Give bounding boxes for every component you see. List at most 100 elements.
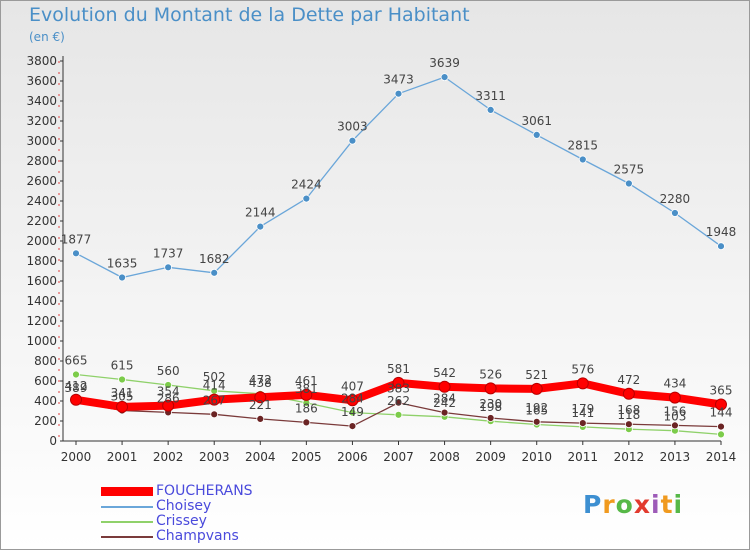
y-tick-label: 1000 bbox=[26, 334, 57, 348]
data-label-champvans: 305 bbox=[111, 390, 134, 404]
data-point-choisey bbox=[717, 242, 725, 251]
data-label-choisey: 2144 bbox=[245, 206, 276, 220]
legend-label-champvans: Champvans bbox=[156, 528, 239, 544]
data-label-champvans: 192 bbox=[525, 401, 548, 415]
y-tick-label: 400 bbox=[34, 394, 57, 408]
legend-swatch-crissey bbox=[101, 521, 153, 523]
data-label-choisey: 1737 bbox=[153, 246, 184, 260]
x-tick-label: 2006 bbox=[337, 450, 368, 464]
data-label-foucherans: 526 bbox=[479, 367, 502, 381]
data-point-foucherans bbox=[346, 394, 359, 407]
x-tick-label: 2000 bbox=[61, 450, 92, 464]
data-point-champvans bbox=[486, 414, 495, 422]
data-label-choisey: 1682 bbox=[199, 252, 230, 266]
data-label-choisey: 3061 bbox=[521, 114, 552, 128]
data-point-foucherans bbox=[668, 391, 681, 404]
data-label-foucherans: 434 bbox=[663, 377, 686, 391]
data-point-choisey bbox=[302, 194, 311, 203]
data-point-foucherans bbox=[530, 382, 543, 395]
data-point-crissey bbox=[164, 381, 173, 389]
x-tick-label: 2008 bbox=[429, 450, 460, 464]
x-tick-label: 2014 bbox=[706, 450, 737, 464]
data-label-foucherans: 365 bbox=[710, 384, 733, 398]
data-point-foucherans bbox=[392, 376, 405, 389]
data-label-foucherans: 407 bbox=[341, 379, 364, 393]
data-label-crissey: 118 bbox=[617, 408, 640, 422]
data-label-crissey: 381 bbox=[295, 382, 318, 396]
data-label-foucherans: 414 bbox=[203, 379, 226, 393]
y-tick-label: 3600 bbox=[26, 74, 57, 88]
x-tick-label: 2009 bbox=[475, 450, 506, 464]
y-tick-label: 3000 bbox=[26, 134, 57, 148]
data-point-crissey bbox=[118, 375, 126, 384]
x-tick-label: 2013 bbox=[660, 450, 691, 464]
data-label-champvans: 389 bbox=[65, 381, 88, 395]
legend-swatch-choisey bbox=[101, 506, 153, 508]
x-tick-label: 2004 bbox=[245, 450, 276, 464]
data-point-champvans bbox=[717, 422, 725, 431]
x-tick-label: 2007 bbox=[383, 450, 414, 464]
data-label-foucherans: 412 bbox=[65, 379, 88, 393]
data-label-crissey: 262 bbox=[387, 394, 410, 408]
data-point-foucherans bbox=[70, 393, 82, 406]
data-point-choisey bbox=[578, 155, 587, 164]
data-label-choisey: 2280 bbox=[660, 192, 691, 206]
data-label-champvans: 149 bbox=[341, 405, 364, 419]
data-label-crissey: 502 bbox=[203, 370, 226, 384]
data-point-foucherans bbox=[254, 391, 267, 404]
y-tick-label: 0 bbox=[49, 434, 57, 448]
y-tick-label: 2200 bbox=[26, 214, 57, 228]
y-tick-label: 200 bbox=[34, 414, 57, 428]
data-point-champvans bbox=[532, 417, 541, 426]
data-point-choisey bbox=[210, 268, 219, 277]
data-label-champvans: 267 bbox=[203, 393, 226, 407]
x-tick-label: 2001 bbox=[107, 450, 138, 464]
data-point-choisey bbox=[72, 249, 80, 258]
legend-label-foucherans: FOUCHERANS bbox=[156, 483, 253, 499]
data-point-choisey bbox=[256, 222, 265, 231]
data-label-choisey: 1948 bbox=[706, 225, 737, 239]
data-point-crissey bbox=[72, 370, 80, 379]
data-label-champvans: 156 bbox=[663, 404, 686, 418]
data-label-crissey: 198 bbox=[479, 400, 502, 414]
data-label-crissey: 141 bbox=[571, 406, 594, 420]
data-label-champvans: 144 bbox=[710, 406, 733, 420]
y-tick-label: 1600 bbox=[26, 274, 57, 288]
data-label-champvans: 286 bbox=[157, 391, 180, 405]
data-label-choisey: 3311 bbox=[475, 89, 506, 103]
data-point-champvans bbox=[394, 398, 403, 407]
y-tick-label: 2800 bbox=[26, 154, 57, 168]
data-point-champvans bbox=[578, 419, 587, 428]
data-point-crissey bbox=[348, 408, 357, 417]
data-label-choisey: 1877 bbox=[61, 232, 92, 246]
proxiti-logo: Proxiti bbox=[583, 490, 684, 519]
x-tick-label: 2005 bbox=[291, 450, 322, 464]
data-label-choisey: 3473 bbox=[383, 73, 414, 87]
data-point-champvans bbox=[440, 408, 449, 417]
data-point-champvans bbox=[302, 418, 311, 427]
data-label-champvans: 168 bbox=[617, 403, 640, 417]
chart-title: Evolution du Montant de la Dette par Hab… bbox=[29, 4, 470, 26]
y-tick-label: 1800 bbox=[26, 254, 57, 268]
data-point-choisey bbox=[486, 106, 495, 114]
data-label-choisey: 2815 bbox=[568, 139, 599, 153]
data-label-champvans: 383 bbox=[387, 382, 410, 396]
data-label-champvans: 284 bbox=[433, 392, 456, 406]
data-point-champvans bbox=[256, 414, 265, 423]
y-tick-label: 600 bbox=[34, 374, 57, 388]
data-point-foucherans bbox=[576, 377, 589, 390]
data-point-choisey bbox=[624, 179, 633, 188]
data-point-crissey bbox=[394, 410, 403, 419]
legend-label-choisey: Choisey bbox=[156, 498, 212, 514]
data-point-foucherans bbox=[438, 380, 451, 393]
data-label-champvans: 230 bbox=[479, 397, 502, 411]
x-tick-label: 2011 bbox=[568, 450, 599, 464]
data-label-foucherans: 542 bbox=[433, 366, 456, 380]
y-tick-label: 3800 bbox=[26, 54, 57, 68]
data-point-choisey bbox=[348, 136, 357, 145]
data-label-foucherans: 521 bbox=[525, 368, 548, 382]
y-tick-label: 2400 bbox=[26, 194, 57, 208]
legend-swatch-champvans bbox=[101, 536, 153, 538]
x-tick-label: 2010 bbox=[521, 450, 552, 464]
